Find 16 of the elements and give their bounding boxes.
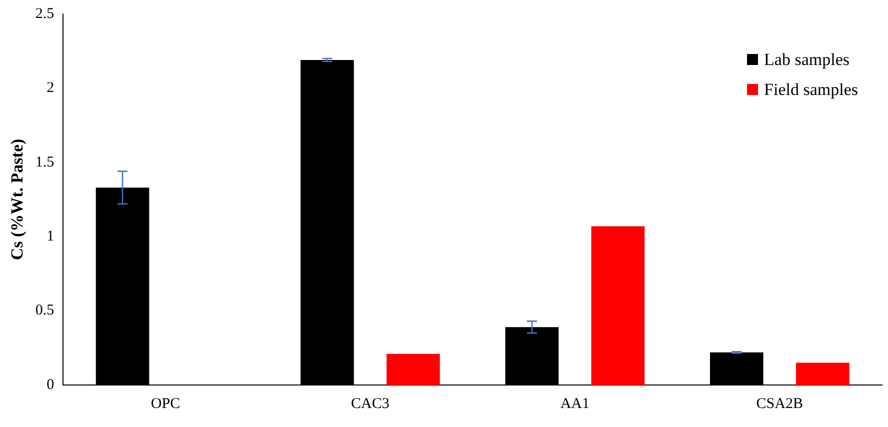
x-tick-label: AA1 <box>560 396 590 412</box>
bar <box>386 354 440 385</box>
x-tick-label: OPC <box>150 396 180 412</box>
legend-label: Lab samples <box>764 50 850 69</box>
y-tick-label: 1.5 <box>35 154 54 170</box>
x-tick-label: CSA2B <box>756 396 803 412</box>
y-tick-label: 0.5 <box>35 302 54 319</box>
bar <box>796 362 850 385</box>
y-tick-label: 0 <box>46 376 54 393</box>
y-tick-label: 2 <box>46 80 54 96</box>
bar <box>591 226 645 385</box>
y-tick-label: 1 <box>46 228 54 245</box>
y-tick-label: 2.5 <box>35 6 54 22</box>
x-tick-label: CAC3 <box>351 396 390 412</box>
y-axis-title: Cs (%Wt. Paste) <box>8 138 27 260</box>
legend-label: Field samples <box>764 80 858 99</box>
